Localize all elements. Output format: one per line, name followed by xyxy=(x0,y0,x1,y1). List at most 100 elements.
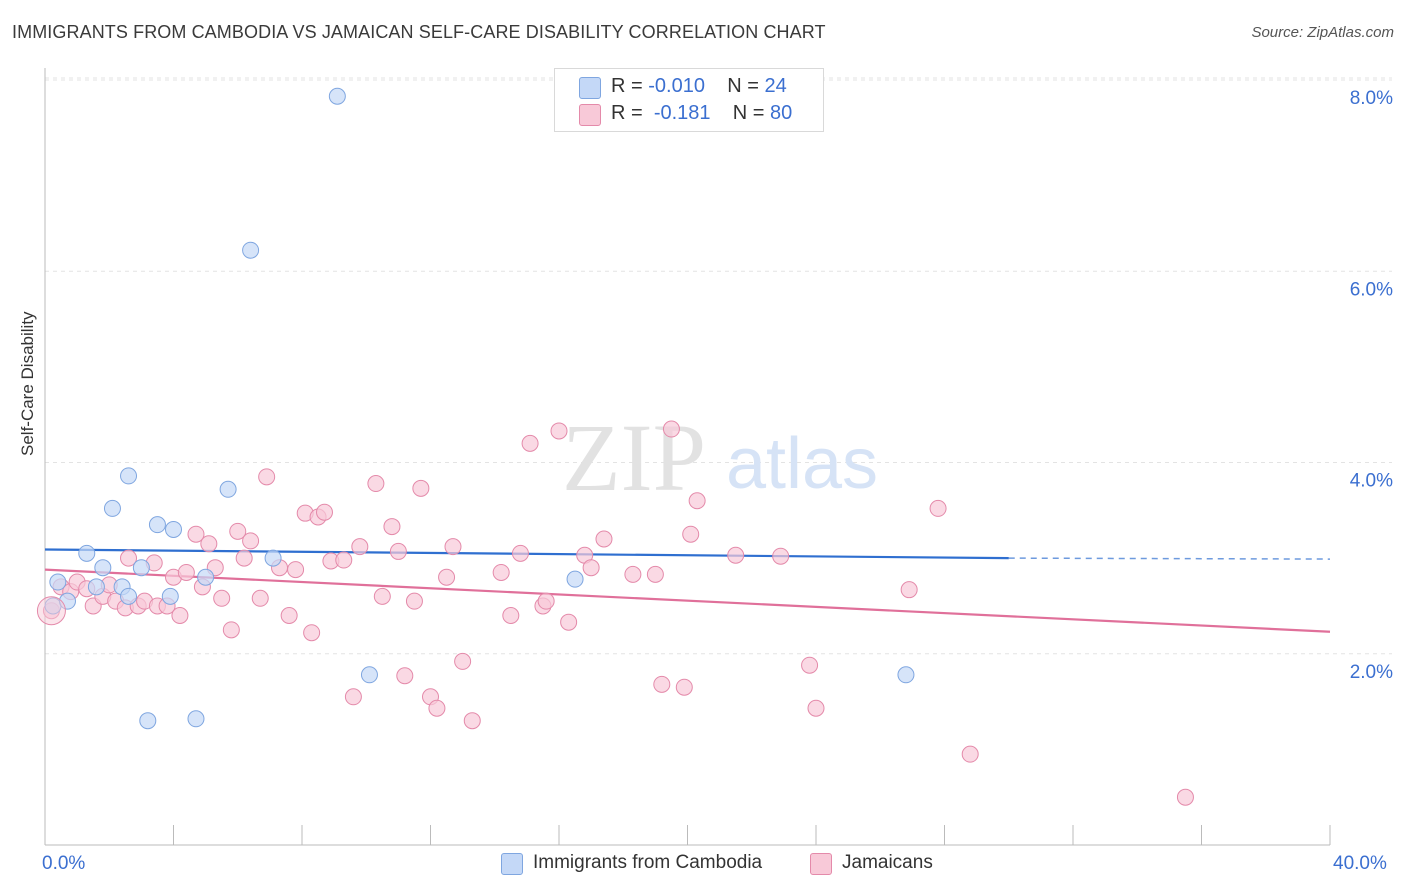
cambodia-point xyxy=(161,587,179,605)
jamaican-point xyxy=(807,699,825,717)
jamaican-point xyxy=(492,563,510,581)
cambodia-point xyxy=(148,516,166,534)
y-tick-label: 6.0% xyxy=(1350,279,1393,300)
series-legend: Immigrants from Cambodia Jamaicans xyxy=(0,852,1406,878)
cambodia-point xyxy=(897,666,915,684)
y-tick-labels: 2.0% 4.0% 6.0% 8.0% xyxy=(1350,88,1393,683)
cambodia-point xyxy=(120,467,138,485)
jamaican-point xyxy=(582,559,600,577)
jamaican-point xyxy=(315,503,333,521)
jamaican-point xyxy=(688,492,706,510)
cambodia-point xyxy=(139,712,157,730)
n-label: N = xyxy=(732,102,771,124)
cambodia-point xyxy=(94,559,112,577)
source-label: Source: ZipAtlas.com xyxy=(1251,24,1394,41)
jamaican-point xyxy=(120,549,138,567)
jamaican-point xyxy=(287,561,305,579)
jamaican-point xyxy=(213,589,231,607)
cambodia-point xyxy=(120,587,138,605)
watermark-zip: ZIP xyxy=(562,404,706,511)
jamaican-point xyxy=(900,581,918,599)
cambodia-trend-extension xyxy=(1008,557,1331,560)
jamaican-point xyxy=(177,563,195,581)
jamaican-point xyxy=(550,422,568,440)
jamaican-point xyxy=(463,712,481,730)
axes xyxy=(44,68,1331,846)
jamaican-point xyxy=(351,538,369,556)
jamaican-point xyxy=(428,699,446,717)
cambodia-point xyxy=(165,520,182,538)
jamaican-point xyxy=(396,667,414,685)
jamaican-point xyxy=(961,745,979,763)
jamaican-point xyxy=(662,420,680,438)
cambodia-point xyxy=(360,666,378,684)
cambodia-point xyxy=(187,710,205,728)
jamaican-point xyxy=(438,568,456,586)
data-points xyxy=(36,87,1194,806)
watermark: ZIP atlas xyxy=(562,404,878,511)
x-tick-label-min: 0.0% xyxy=(42,853,86,874)
jamaican-point xyxy=(242,532,260,550)
y-tick-label: 8.0% xyxy=(1350,88,1393,109)
jamaican-point xyxy=(444,538,462,556)
y-tick-label: 2.0% xyxy=(1350,662,1393,683)
jamaican-point xyxy=(929,499,947,517)
jamaican-point xyxy=(801,656,819,674)
r-value: -0.010 xyxy=(648,75,705,97)
jamaican-point xyxy=(521,434,539,452)
jamaican-point xyxy=(537,592,555,610)
watermark-atlas: atlas xyxy=(726,424,878,504)
jamaican-point xyxy=(727,546,745,564)
jamaican-point xyxy=(405,592,423,610)
jamaican-point xyxy=(367,475,385,493)
legend-swatch-blue xyxy=(579,77,601,99)
r-value: -0.181 xyxy=(653,102,711,124)
jamaican-point xyxy=(454,652,472,670)
cambodia-point xyxy=(87,578,105,596)
jamaican-point xyxy=(595,530,613,548)
jamaican-point xyxy=(1176,788,1194,806)
cambodia-point xyxy=(264,549,282,567)
jamaican-point xyxy=(772,547,790,565)
jamaican-point xyxy=(36,596,66,626)
cambodia-point xyxy=(219,480,237,498)
y-tick-label: 4.0% xyxy=(1350,471,1393,492)
jamaican-point xyxy=(373,587,391,605)
legend-swatch-pink xyxy=(810,853,832,875)
jamaican-point xyxy=(412,479,430,497)
cambodia-point xyxy=(242,241,260,259)
jamaican-point xyxy=(251,589,269,607)
jamaican-point xyxy=(682,525,700,543)
legend-label: Immigrants from Cambodia xyxy=(533,852,763,873)
jamaican-point xyxy=(200,535,218,553)
cambodia-point xyxy=(49,573,67,591)
legend-label: Jamaicans xyxy=(842,852,933,873)
jamaican-point xyxy=(383,518,401,536)
correlation-legend: R = -0.010 N = 24 R = -0.181 N = 80 xyxy=(554,68,824,132)
jamaican-point xyxy=(229,522,247,540)
jamaican-point xyxy=(560,613,578,631)
jamaican-trend-line xyxy=(44,568,1331,633)
jamaican-point xyxy=(646,565,664,583)
cambodia-point xyxy=(197,568,215,586)
jamaican-point xyxy=(235,549,253,567)
cambodia-point xyxy=(328,87,346,105)
cambodia-point xyxy=(132,559,150,577)
y-axis-label: Self-Care Disability xyxy=(18,311,37,456)
jamaican-point xyxy=(511,544,529,562)
jamaican-point xyxy=(344,688,362,706)
cambodia-point xyxy=(78,544,96,562)
n-value: 80 xyxy=(770,102,793,124)
jamaican-point xyxy=(187,525,205,543)
jamaican-point xyxy=(303,624,321,642)
grid-lines xyxy=(45,77,1392,655)
jamaican-point xyxy=(675,678,693,696)
legend-swatch-pink xyxy=(579,104,601,126)
n-label: N = xyxy=(727,75,765,97)
jamaican-point xyxy=(335,551,353,569)
jamaican-point xyxy=(502,607,520,624)
r-label: R = xyxy=(611,75,649,97)
jamaican-point xyxy=(171,607,189,624)
cambodia-point xyxy=(566,570,584,588)
